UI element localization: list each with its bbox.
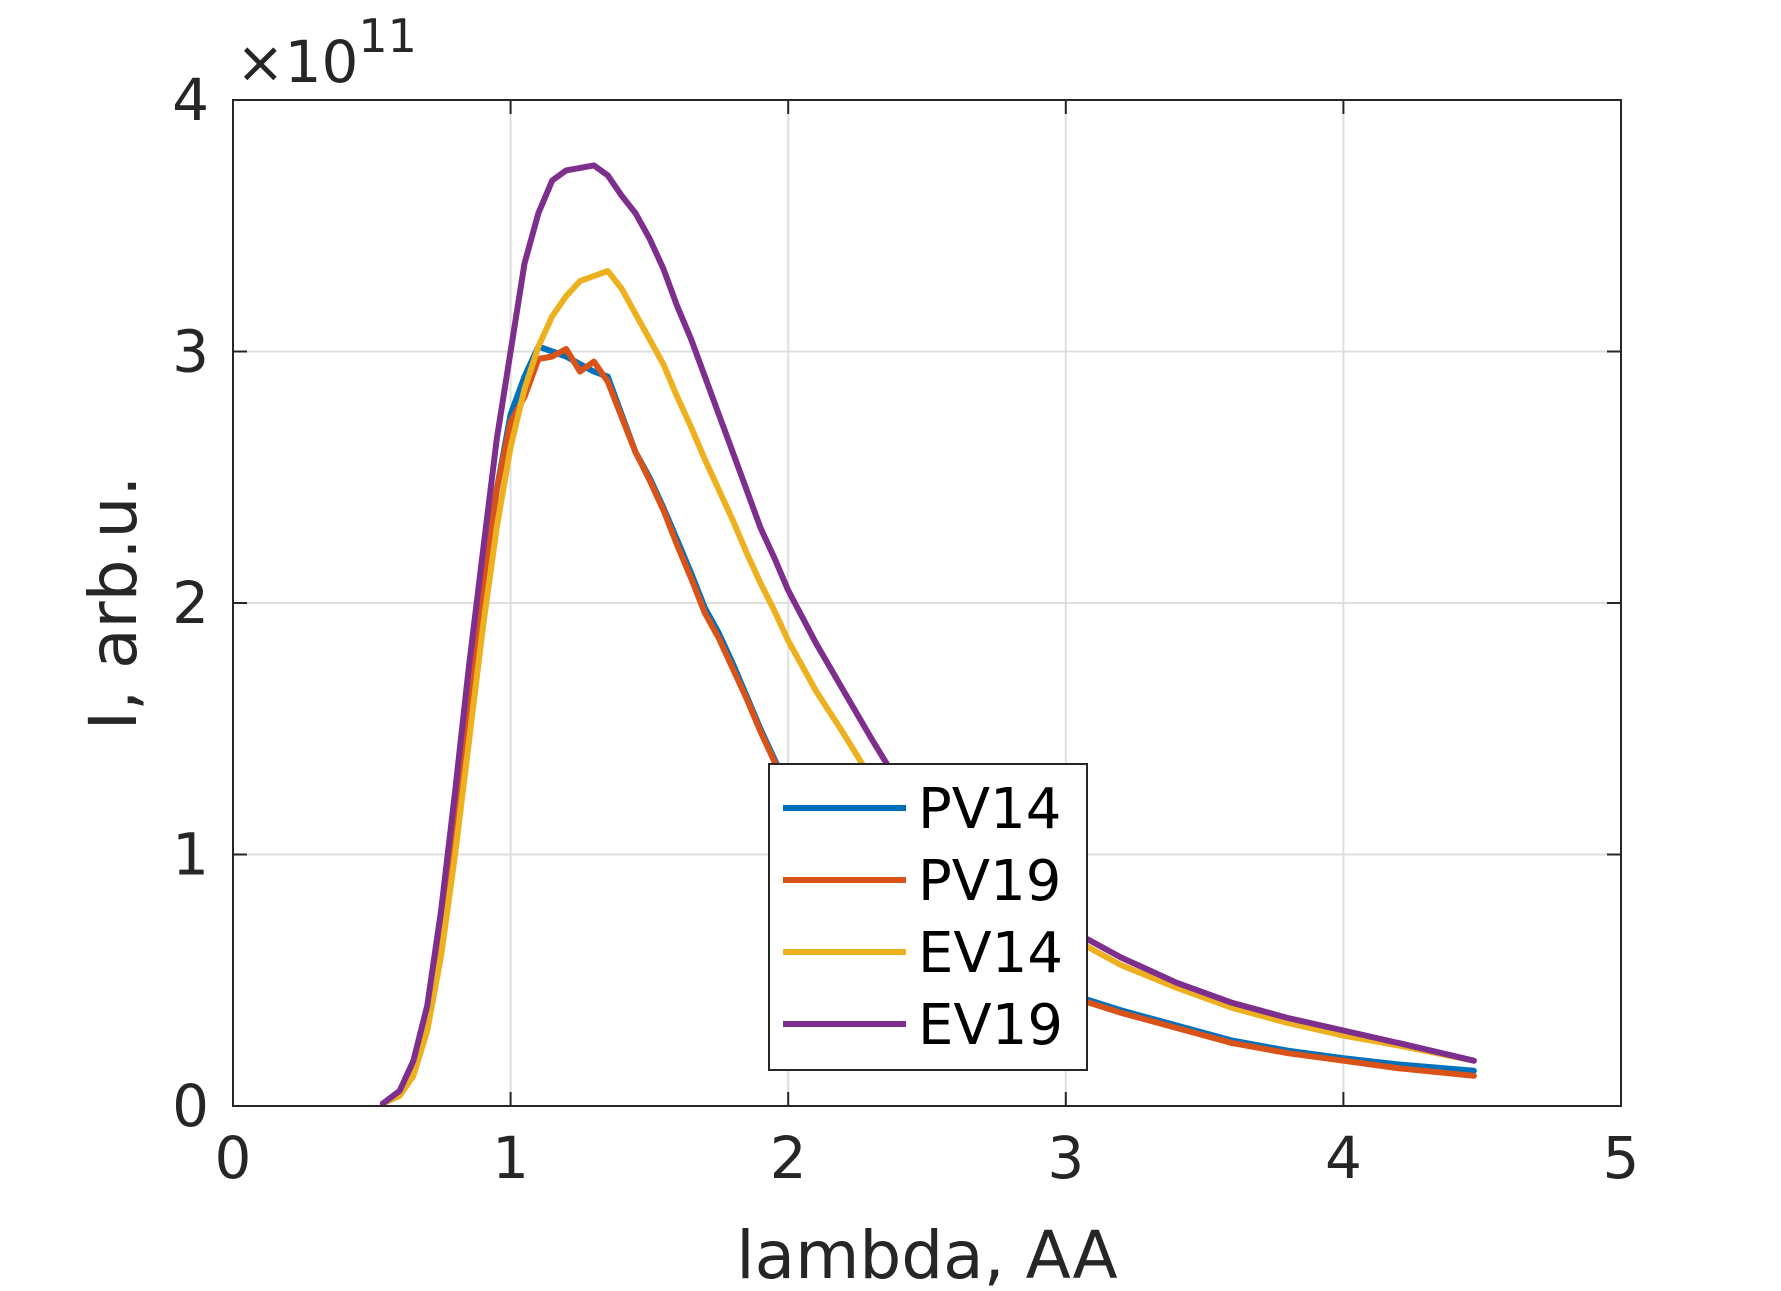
x-tick-label: 3	[1047, 1124, 1084, 1192]
x-tick-label: 0	[215, 1124, 252, 1192]
y-multiplier-label: ×1011	[236, 9, 417, 96]
x-tick-label: 1	[492, 1124, 529, 1192]
y-tick-label: 4	[172, 66, 209, 134]
x-tick-label: 2	[770, 1124, 807, 1192]
y-tick-label: 0	[172, 1072, 209, 1140]
y-tick-label: 1	[172, 821, 209, 889]
x-tick-label: 5	[1603, 1124, 1640, 1192]
y-tick-label: 2	[172, 569, 209, 637]
legend-label-ev19: EV19	[918, 993, 1063, 1058]
ticks	[232, 99, 1622, 1107]
y-multiplier-base: ×10	[236, 28, 358, 96]
x-axis-label: lambda, AA	[736, 1217, 1117, 1291]
y-tick-label: 3	[172, 318, 209, 386]
y-multiplier-exponent: 11	[358, 9, 417, 63]
legend-label-ev14: EV14	[918, 921, 1063, 986]
legend: PV14 PV19 EV14 EV19	[768, 763, 1088, 1071]
legend-label-pv19: PV19	[918, 849, 1061, 914]
legend-box	[768, 763, 1088, 1071]
tick-labels: 0 1 2 3 4 5 0 1 2 3 4	[172, 66, 1639, 1192]
legend-label-pv14: PV14	[918, 777, 1061, 842]
y-axis-label: I, arb.u.	[75, 476, 152, 731]
x-tick-label: 4	[1325, 1124, 1362, 1192]
